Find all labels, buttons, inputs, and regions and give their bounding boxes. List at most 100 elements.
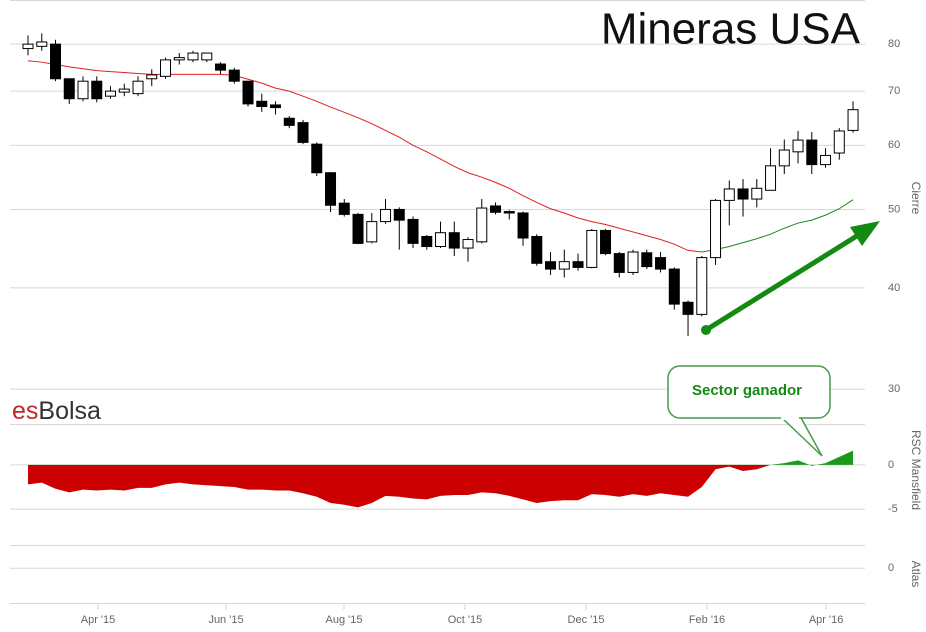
candle-body: [22, 43, 34, 50]
candle-body: [490, 205, 502, 213]
candle: [545, 252, 557, 275]
callout-tail: [778, 415, 823, 457]
candle-body: [325, 172, 337, 206]
candle-body: [806, 139, 818, 166]
candle-body: [228, 69, 240, 82]
candle-body: [751, 187, 763, 200]
candle-body: [613, 253, 625, 273]
candle-body: [448, 232, 460, 249]
chart-title: Mineras USA: [601, 5, 861, 54]
y-tick-label: 50: [888, 203, 900, 215]
candle-body: [792, 139, 804, 153]
candle-body: [723, 188, 735, 201]
candle-body: [503, 211, 515, 214]
candle-body: [531, 235, 543, 264]
candle-body: [297, 122, 309, 143]
candle: [77, 76, 89, 102]
candle: [146, 69, 158, 87]
candle-body: [77, 80, 89, 100]
candle-body: [476, 207, 488, 243]
y-tick-label: 70: [888, 85, 900, 97]
candle: [668, 267, 680, 310]
annotation: Sector ganador: [692, 382, 802, 399]
candle: [737, 179, 749, 217]
candle-body: [242, 80, 254, 105]
candle: [366, 212, 378, 244]
candle-body: [820, 154, 832, 166]
candle: [613, 252, 625, 278]
y-axis-label: RSC Mansfield: [909, 430, 923, 510]
candle: [751, 179, 763, 208]
candle-body: [283, 117, 295, 126]
candle-body: [847, 109, 859, 131]
candle: [531, 234, 543, 266]
candle: [682, 300, 694, 336]
candle-body: [311, 143, 323, 174]
candle: [63, 78, 75, 104]
candle: [655, 252, 667, 273]
candle-body: [765, 165, 777, 191]
candle: [407, 216, 419, 249]
candle-body: [558, 261, 570, 270]
callout-box: [667, 365, 831, 419]
candle-body: [710, 199, 722, 259]
candle-body: [668, 268, 680, 305]
candle: [792, 130, 804, 164]
candle: [696, 255, 708, 317]
candle-body: [682, 301, 694, 315]
candle-body: [462, 239, 474, 249]
candle-body: [407, 218, 419, 244]
candle: [641, 249, 653, 270]
candle-body: [600, 229, 612, 255]
candle: [105, 86, 117, 99]
candle: [476, 199, 488, 244]
plot-area: 30 40 50 60 70 80 Cierre 0 -5 RSC Mansfield 0 Atlas…: [10, 33, 923, 626]
candle: [311, 142, 323, 176]
candle-body: [655, 257, 667, 270]
candle: [50, 39, 62, 82]
candle: [228, 67, 240, 84]
callout: Sector ganador: [667, 365, 831, 457]
candle-body: [627, 251, 639, 273]
candle-body: [270, 104, 282, 109]
candle-body: [146, 74, 158, 80]
rsc-area: [28, 450, 854, 508]
x-tick-label: Apr '16: [809, 614, 844, 626]
candle: [435, 221, 447, 249]
candle: [710, 199, 722, 265]
candle-body: [91, 80, 103, 100]
candle-body: [517, 212, 529, 239]
candle: [283, 116, 295, 129]
candle: [765, 148, 777, 191]
candle-body: [572, 261, 584, 268]
candle: [421, 234, 433, 250]
y-axis-label: Cierre: [909, 182, 923, 215]
y-tick-label: 80: [888, 38, 900, 50]
candle: [380, 199, 392, 224]
arrow-head: [850, 221, 880, 246]
x-tick-label: Oct '15: [448, 614, 483, 626]
candle: [503, 210, 515, 220]
y-axis-label: Atlas: [909, 561, 923, 588]
candle: [36, 33, 48, 51]
candle-body: [435, 232, 447, 247]
candle-body: [586, 229, 598, 268]
candle: [22, 35, 34, 56]
candle-body: [352, 213, 364, 244]
candle: [586, 228, 598, 269]
callout-joint: [781, 412, 799, 420]
x-tick-label: Feb '16: [689, 614, 725, 626]
y-tick-label: -5: [888, 503, 898, 515]
arrow-shaft: [704, 231, 862, 333]
candle: [847, 101, 859, 133]
candle: [325, 172, 337, 213]
moving-average-line: [27, 60, 702, 253]
candle-body: [36, 41, 48, 47]
candle: [187, 50, 199, 63]
watermark-prefix: es: [12, 397, 38, 425]
candle: [806, 132, 818, 175]
candle-body: [160, 59, 172, 77]
moving-average-line: [701, 199, 854, 253]
candle: [338, 199, 350, 217]
candle: [173, 53, 185, 65]
